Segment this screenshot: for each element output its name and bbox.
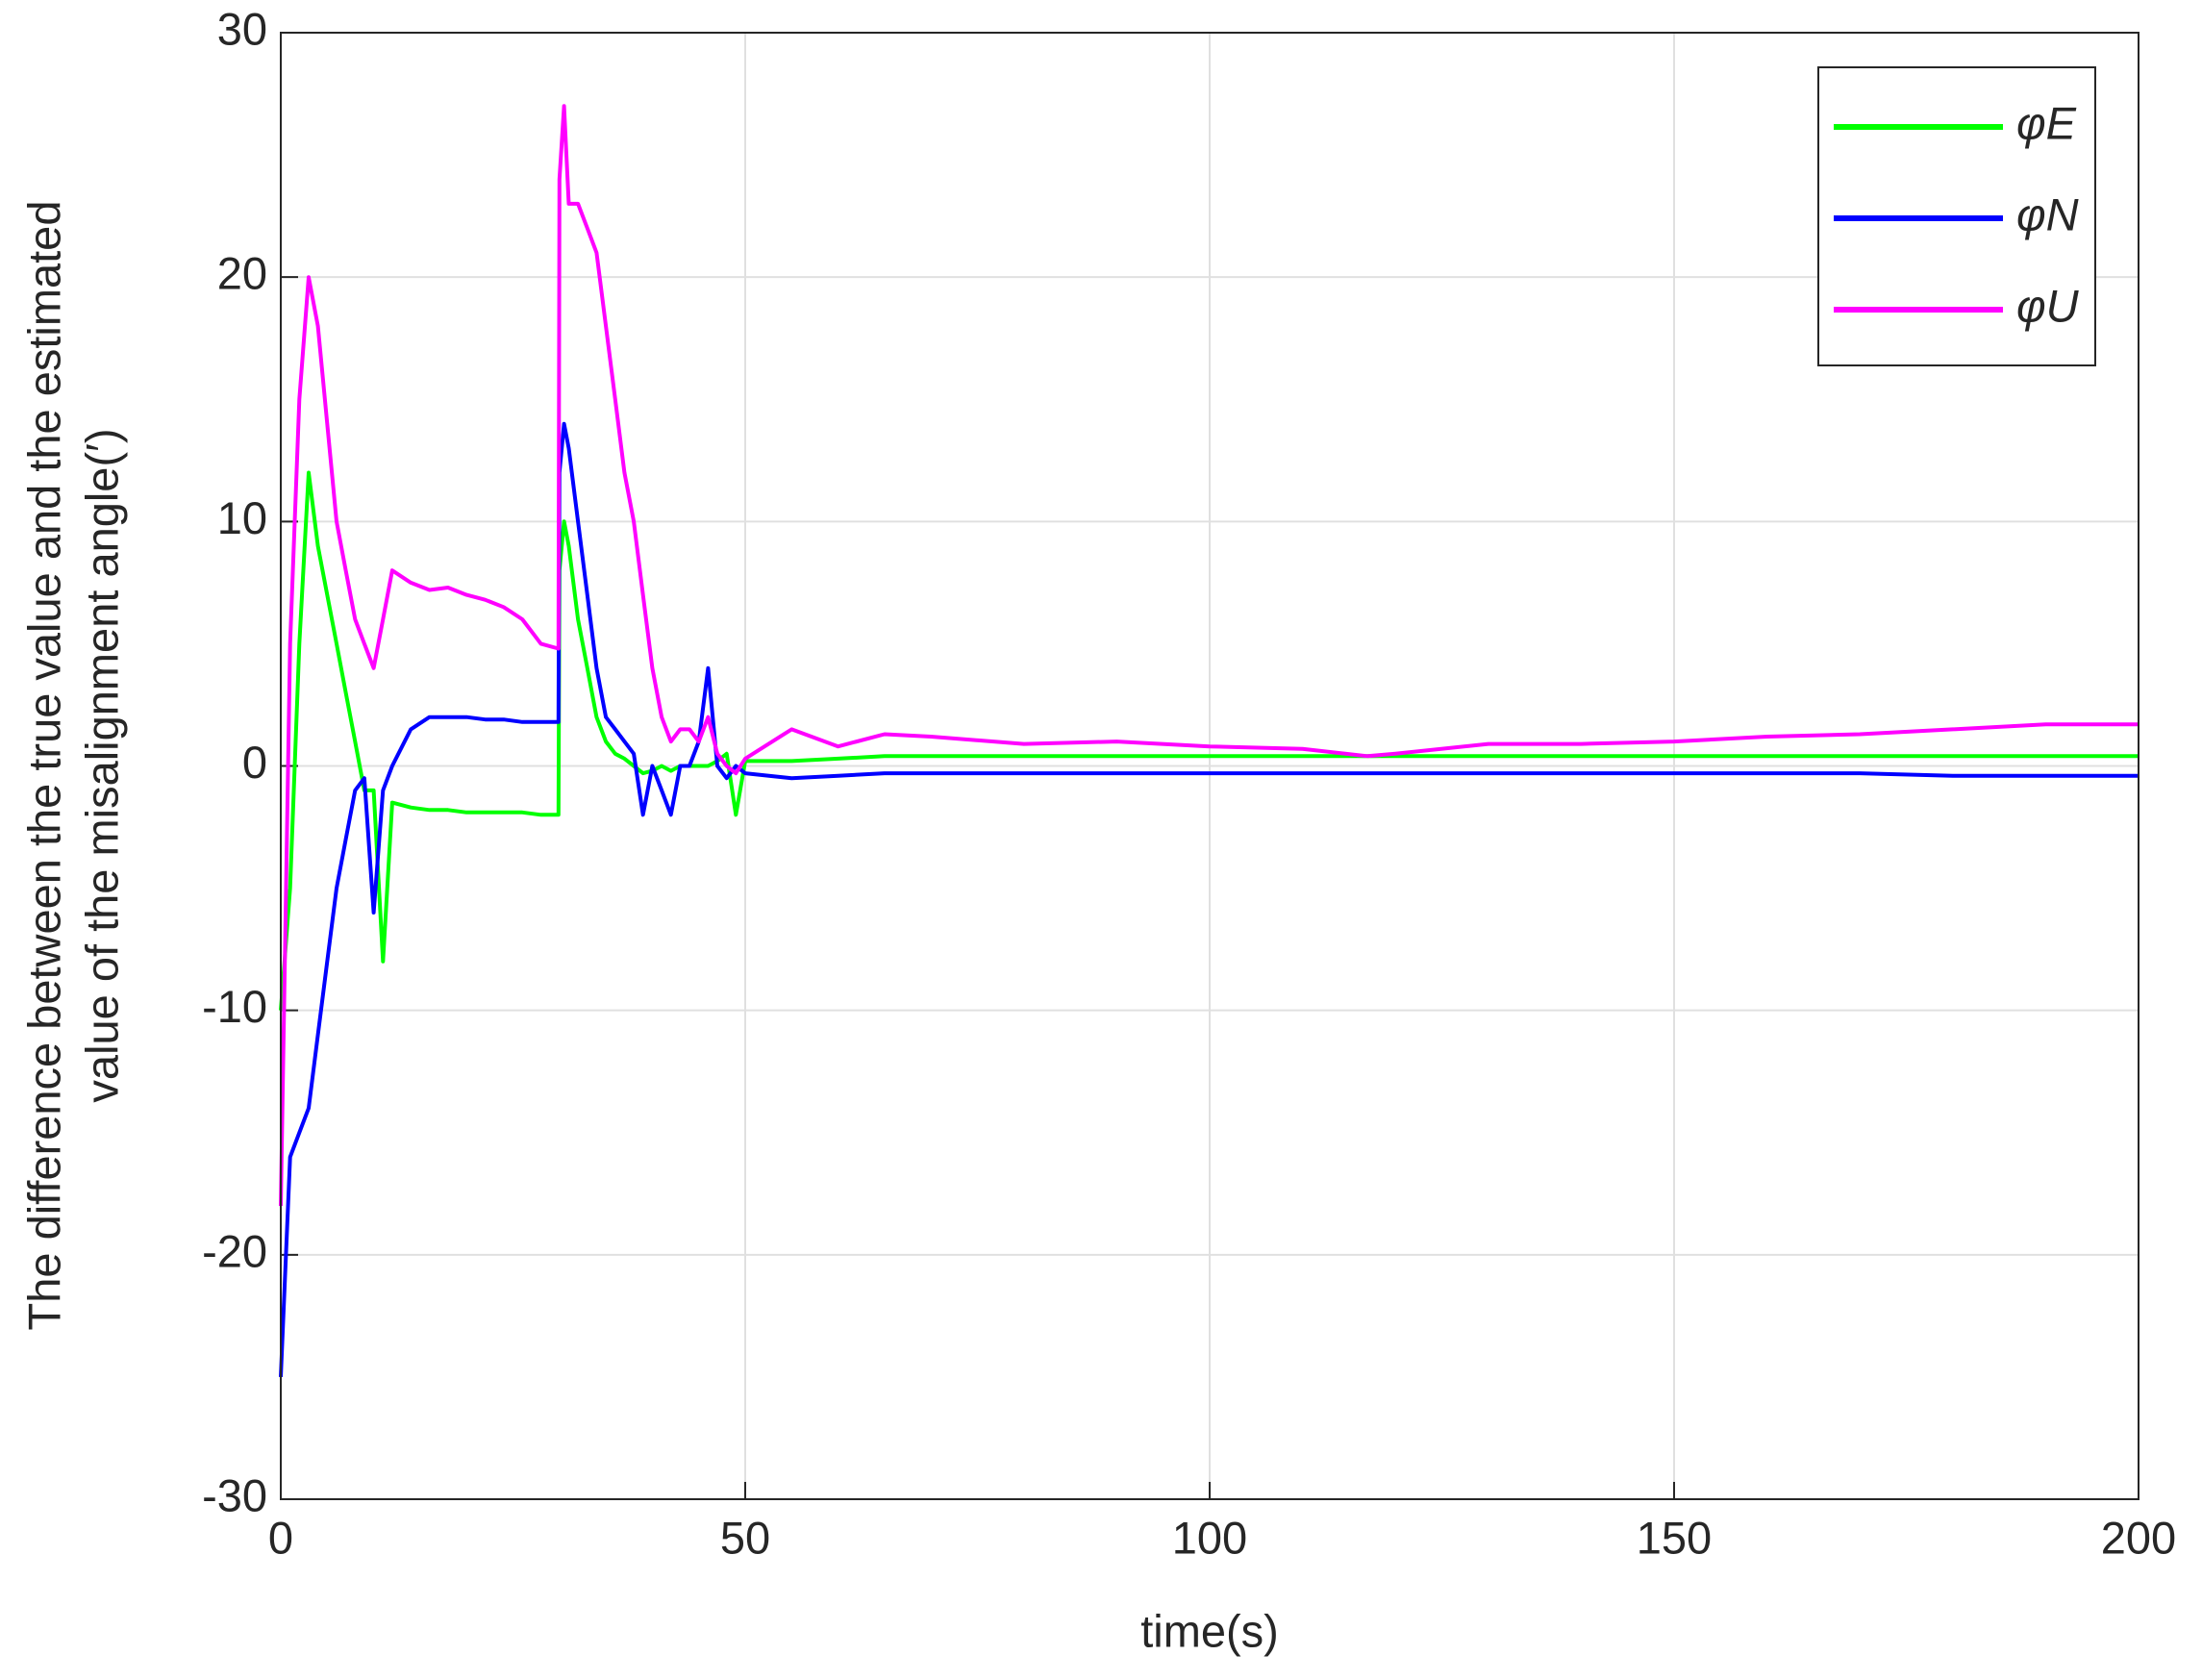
x-tick-label: 200 bbox=[2101, 1512, 2176, 1563]
x-tick-label: 0 bbox=[268, 1512, 293, 1563]
data-line bbox=[279, 470, 2139, 1011]
y-tick-label: 10 bbox=[217, 492, 267, 543]
y-tick-label: 20 bbox=[217, 248, 267, 299]
x-axis-label: time(s) bbox=[1140, 1605, 1279, 1656]
y-tick-label: 30 bbox=[217, 3, 267, 54]
y-tick-label: -10 bbox=[202, 981, 267, 1032]
legend-label: φU bbox=[2016, 280, 2080, 331]
y-tick-label: -20 bbox=[202, 1225, 267, 1276]
y-axis-label: The difference between the true value an… bbox=[18, 201, 69, 1331]
x-tick-label: 100 bbox=[1172, 1512, 1247, 1563]
y-tick-label: 0 bbox=[242, 737, 267, 788]
y-axis-label-group: The difference between the true value an… bbox=[18, 201, 127, 1331]
legend-label: φN bbox=[2016, 188, 2079, 239]
x-tick-label: 150 bbox=[1637, 1512, 1712, 1563]
data-line bbox=[279, 421, 2139, 1377]
x-tick-label: 50 bbox=[720, 1512, 770, 1563]
y-axis-label: value of the misalignment angle(′) bbox=[76, 428, 127, 1102]
plot-frame bbox=[280, 32, 2139, 1500]
data-line bbox=[279, 104, 2139, 1207]
y-tick-label: -30 bbox=[202, 1469, 267, 1520]
legend-label: φE bbox=[2016, 97, 2077, 148]
